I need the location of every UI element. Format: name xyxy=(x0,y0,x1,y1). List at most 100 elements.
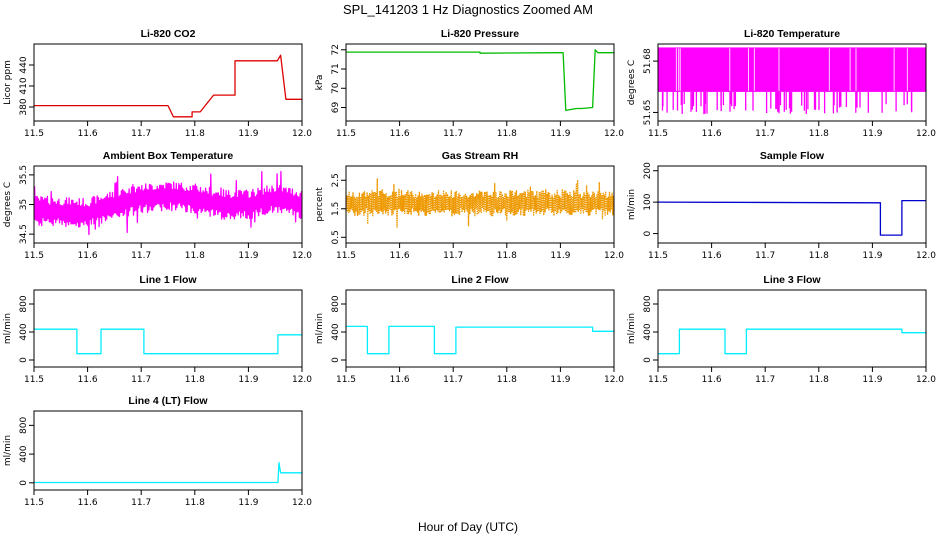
x-tick-label: 11.6 xyxy=(390,251,410,261)
pressure-series xyxy=(346,49,614,112)
y-axis-label: ml/min xyxy=(627,313,637,344)
chart-panel: Line 2 Flow 11.5 11.6 11.7 11.8 11.9 12.0 0 400 8… xyxy=(315,274,624,385)
y-tick-label: 34.5 xyxy=(19,224,29,244)
y-axis-label: ml/min xyxy=(3,313,13,344)
x-tick-label: 11.9 xyxy=(238,129,258,139)
x-tick-label: 11.8 xyxy=(185,129,205,139)
co2-series xyxy=(34,54,302,118)
x-tick-label: 11.8 xyxy=(497,129,517,139)
y-tick-label: 0 xyxy=(643,230,653,236)
y-tick-label: 200 xyxy=(643,162,653,179)
plot-area xyxy=(658,47,926,115)
x-tick-label: 11.5 xyxy=(24,129,44,139)
plot-area xyxy=(346,49,614,112)
x-tick-label: 11.5 xyxy=(648,129,668,139)
line-3-series xyxy=(658,328,926,355)
y-tick-label: 100 xyxy=(643,193,653,210)
panel-title: Sample Flow xyxy=(760,150,825,162)
temperature-gaps xyxy=(675,48,908,91)
x-tick-label: 11.9 xyxy=(862,251,882,261)
y-tick-label: 1.5 xyxy=(331,202,341,216)
chart-panels: Li-820 CO2 11.5 11.6 11.7 11.8 11.9 12.0 380 410… xyxy=(3,28,936,508)
x-tick-label: 11.7 xyxy=(443,129,463,139)
x-tick-label: 11.8 xyxy=(185,251,205,261)
x-tick-label: 11.8 xyxy=(809,375,829,385)
y-tick-label: 410 xyxy=(19,77,29,94)
plot-frame xyxy=(33,43,303,122)
y-tick-label: 440 xyxy=(19,56,29,73)
plot-area xyxy=(34,462,302,484)
line-2-series xyxy=(346,325,614,355)
x-tick-label: 11.7 xyxy=(443,251,463,261)
x-tick-label: 11.7 xyxy=(131,375,151,385)
y-tick-label: 800 xyxy=(19,295,29,312)
panel-title: Ambient Box Temperature xyxy=(103,150,234,162)
x-tick-label: 11.6 xyxy=(78,129,98,139)
x-tick-label: 11.9 xyxy=(238,498,258,508)
y-tick-label: 72 xyxy=(331,44,341,55)
chart-panel: Li-820 Pressure 11.5 11.6 11.7 11.8 11.9 12.0 6… xyxy=(315,28,624,139)
x-tick-label: 11.5 xyxy=(648,251,668,261)
plot-area xyxy=(346,325,614,355)
x-tick-label: 12.0 xyxy=(292,251,312,261)
x-tick-label: 11.9 xyxy=(238,251,258,261)
x-tick-label: 11.9 xyxy=(862,129,882,139)
x-tick-label: 11.5 xyxy=(24,498,44,508)
y-tick-label: 0 xyxy=(19,480,29,486)
x-tick-label: 11.6 xyxy=(390,375,410,385)
panel-title: Line 2 Flow xyxy=(451,274,509,286)
y-axis-label: ml/min xyxy=(3,435,13,466)
x-tick-label: 12.0 xyxy=(292,375,312,385)
x-tick-label: 11.7 xyxy=(131,498,151,508)
x-tick-label: 11.6 xyxy=(702,375,722,385)
x-tick-label: 11.9 xyxy=(550,251,570,261)
chart-panel: Line 4 (LT) Flow 11.5 11.6 11.7 11.8 11.9 12.0… xyxy=(3,395,312,508)
y-tick-label: 400 xyxy=(19,323,29,340)
x-tick-label: 11.8 xyxy=(809,251,829,261)
y-axis-label: degrees C xyxy=(627,60,637,105)
x-tick-label: 11.9 xyxy=(238,375,258,385)
chart-panel: Li-820 Temperature 11.5 11.6 11.7 11.8 11.9 12… xyxy=(627,28,936,139)
y-tick-label: 35.5 xyxy=(19,165,29,185)
y-tick-label: 0 xyxy=(643,357,653,363)
y-tick-label: 71 xyxy=(331,63,341,74)
plot-frame xyxy=(33,289,303,368)
y-tick-label: 400 xyxy=(331,323,341,340)
x-tick-label: 12.0 xyxy=(916,375,936,385)
y-axis-label: kPa xyxy=(315,75,325,91)
plot-area xyxy=(658,328,926,355)
plot-frame xyxy=(657,165,927,244)
temperature-band xyxy=(658,47,926,92)
x-tick-label: 12.0 xyxy=(916,251,936,261)
x-tick-label: 11.9 xyxy=(862,375,882,385)
sample-series xyxy=(658,199,926,236)
figure-title: SPL_141203 1 Hz Diagnostics Zoomed AM xyxy=(343,2,593,17)
x-tick-label: 11.6 xyxy=(78,498,98,508)
x-tick-label: 11.7 xyxy=(443,375,463,385)
plot-area xyxy=(34,54,302,118)
chart-panel: Line 1 Flow 11.5 11.6 11.7 11.8 11.9 12.0 0 400 8… xyxy=(3,274,312,385)
x-tick-label: 11.7 xyxy=(755,375,775,385)
plot-frame xyxy=(345,165,615,244)
y-tick-label: 51.68 xyxy=(643,48,653,74)
panel-title: Line 4 (LT) Flow xyxy=(128,395,208,407)
y-tick-label: 800 xyxy=(331,295,341,312)
line-4-series xyxy=(34,462,302,484)
plot-frame xyxy=(345,43,615,122)
y-axis-label: Licor ppm xyxy=(3,60,13,105)
y-tick-label: 35 xyxy=(19,199,29,210)
plot-frame xyxy=(33,410,303,491)
x-tick-label: 12.0 xyxy=(604,251,624,261)
panel-title: Li-820 Pressure xyxy=(441,28,519,40)
panel-title: Line 1 Flow xyxy=(139,274,197,286)
y-tick-label: 800 xyxy=(19,417,29,434)
x-tick-label: 11.5 xyxy=(336,375,356,385)
plot-frame xyxy=(657,43,927,122)
y-tick-label: 400 xyxy=(19,445,29,462)
plot-frame xyxy=(345,289,615,368)
x-tick-label: 11.6 xyxy=(702,251,722,261)
temperature-spikes xyxy=(661,91,913,115)
x-tick-label: 11.6 xyxy=(78,375,98,385)
panel-title: Li-820 Temperature xyxy=(744,28,840,40)
x-tick-label: 12.0 xyxy=(292,129,312,139)
